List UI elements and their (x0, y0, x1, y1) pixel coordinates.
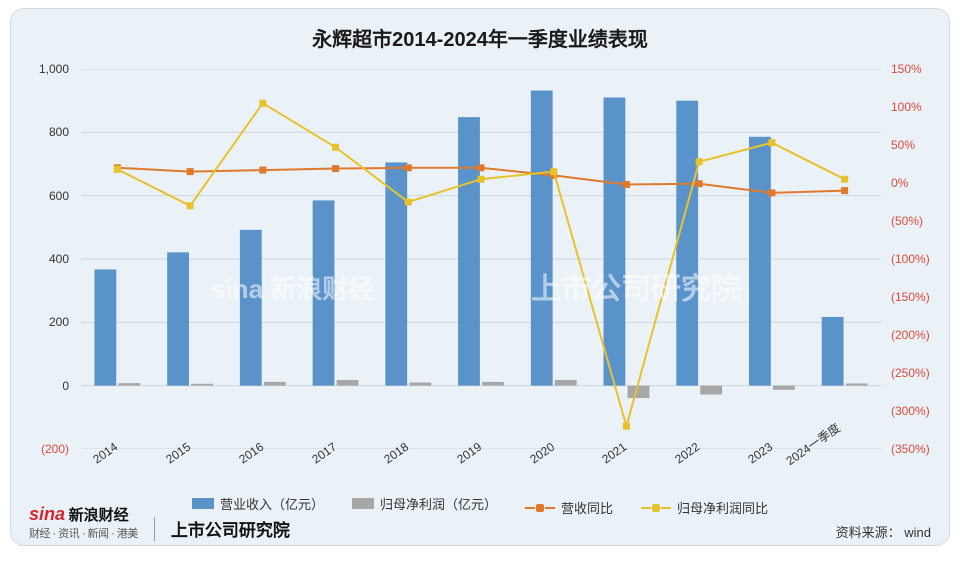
y-left-tick: 0 (11, 379, 69, 393)
plot-area (81, 69, 881, 449)
y-left-tick: 400 (11, 252, 69, 266)
footer: sina 新浪财经 财经 · 资讯 · 新闻 · 港美 上市公司研究院 资料来源… (29, 504, 931, 541)
x-axis-labels: 2014201520162017201820192020202120222023… (81, 449, 881, 499)
y-left-tick: 600 (11, 189, 69, 203)
brand-research: 上市公司研究院 (171, 516, 290, 541)
chart-title: 永辉超市2014-2024年一季度业绩表现 (11, 23, 949, 52)
y-left-tick: (200) (11, 442, 69, 456)
y-right-tick: (150%) (891, 290, 949, 304)
y-right-tick: (300%) (891, 404, 949, 418)
y-right-tick: 150% (891, 62, 949, 76)
source-label: 资料来源： wind (836, 522, 931, 541)
y-right-tick: 50% (891, 138, 949, 152)
y-right-tick: (50%) (891, 214, 949, 228)
y-right-tick: 0% (891, 176, 949, 190)
y-right-tick: (100%) (891, 252, 949, 266)
y-right-tick: 100% (891, 100, 949, 114)
y-left-tick: 800 (11, 125, 69, 139)
y-left-tick: 200 (11, 315, 69, 329)
brand-divider (154, 517, 155, 541)
y-right-tick: (250%) (891, 366, 949, 380)
brand-left: sina 新浪财经 财经 · 资讯 · 新闻 · 港美 上市公司研究院 (29, 504, 290, 541)
y-right-tick: (200%) (891, 328, 949, 342)
sina-subtext: 财经 · 资讯 · 新闻 · 港美 (29, 525, 138, 541)
y-axis-left: (200)02004006008001,000 (11, 69, 77, 449)
y-left-tick: 1,000 (11, 62, 69, 76)
chart-card: 永辉超市2014-2024年一季度业绩表现 (200) 0 200 400 600 800… (10, 8, 950, 546)
source-value: wind (904, 525, 931, 540)
y-axis-right: (350%)(300%)(250%)(200%)(150%)(100%)(50%… (883, 69, 949, 449)
source-label-text: 资料来源： (836, 525, 901, 540)
sina-logo-text: sina (29, 504, 65, 524)
chart-svg (81, 69, 881, 449)
sina-brand-text: 新浪财经 (69, 507, 129, 524)
y-right-tick: (350%) (891, 442, 949, 456)
